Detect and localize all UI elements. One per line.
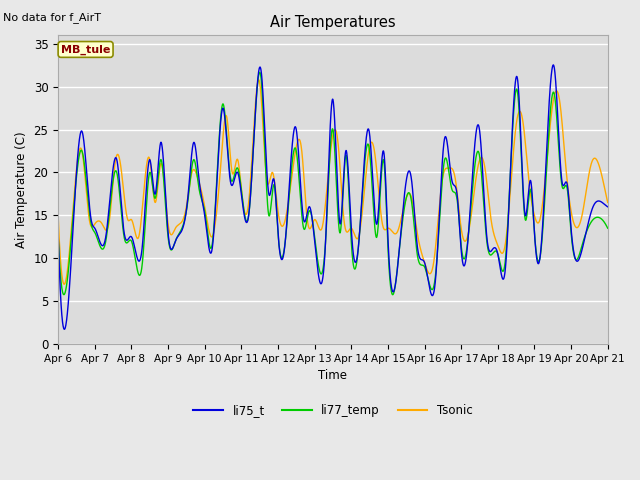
li77_temp (389, 292, 397, 298)
Tsonic (289, 164, 297, 170)
Legend: li75_t, li77_temp, Tsonic: li75_t, li77_temp, Tsonic (189, 399, 477, 421)
Tsonic (604, 200, 612, 205)
li75_t (150, 186, 157, 192)
Tsonic (534, 220, 542, 226)
Line: Tsonic: Tsonic (58, 80, 608, 284)
Tsonic (54, 213, 62, 218)
Tsonic (150, 192, 157, 198)
li75_t (604, 204, 612, 210)
li75_t (534, 261, 541, 266)
Tsonic (593, 158, 601, 164)
Tsonic (266, 179, 273, 185)
li77_temp (265, 213, 273, 219)
li75_t (117, 198, 125, 204)
li77_temp (256, 70, 264, 75)
li77_temp (534, 258, 542, 264)
li75_t (54, 229, 62, 235)
Title: Air Temperatures: Air Temperatures (270, 15, 396, 30)
Line: li75_t: li75_t (58, 65, 608, 329)
li77_temp (289, 154, 297, 159)
li77_temp (150, 189, 157, 195)
li77_temp (604, 225, 612, 231)
X-axis label: Time: Time (319, 369, 348, 382)
Text: MB_tule: MB_tule (61, 44, 110, 55)
li75_t (61, 326, 68, 332)
li75_t (549, 62, 557, 68)
Line: li77_temp: li77_temp (58, 72, 608, 295)
li75_t (289, 135, 297, 141)
li75_t (265, 192, 273, 198)
li77_temp (54, 234, 62, 240)
Tsonic (255, 77, 262, 83)
Tsonic (60, 281, 68, 287)
li75_t (593, 198, 601, 204)
Text: No data for f_AirT: No data for f_AirT (3, 12, 101, 23)
Y-axis label: Air Temperature (C): Air Temperature (C) (15, 132, 28, 248)
Tsonic (117, 165, 125, 171)
li77_temp (593, 215, 601, 220)
li77_temp (117, 204, 125, 210)
